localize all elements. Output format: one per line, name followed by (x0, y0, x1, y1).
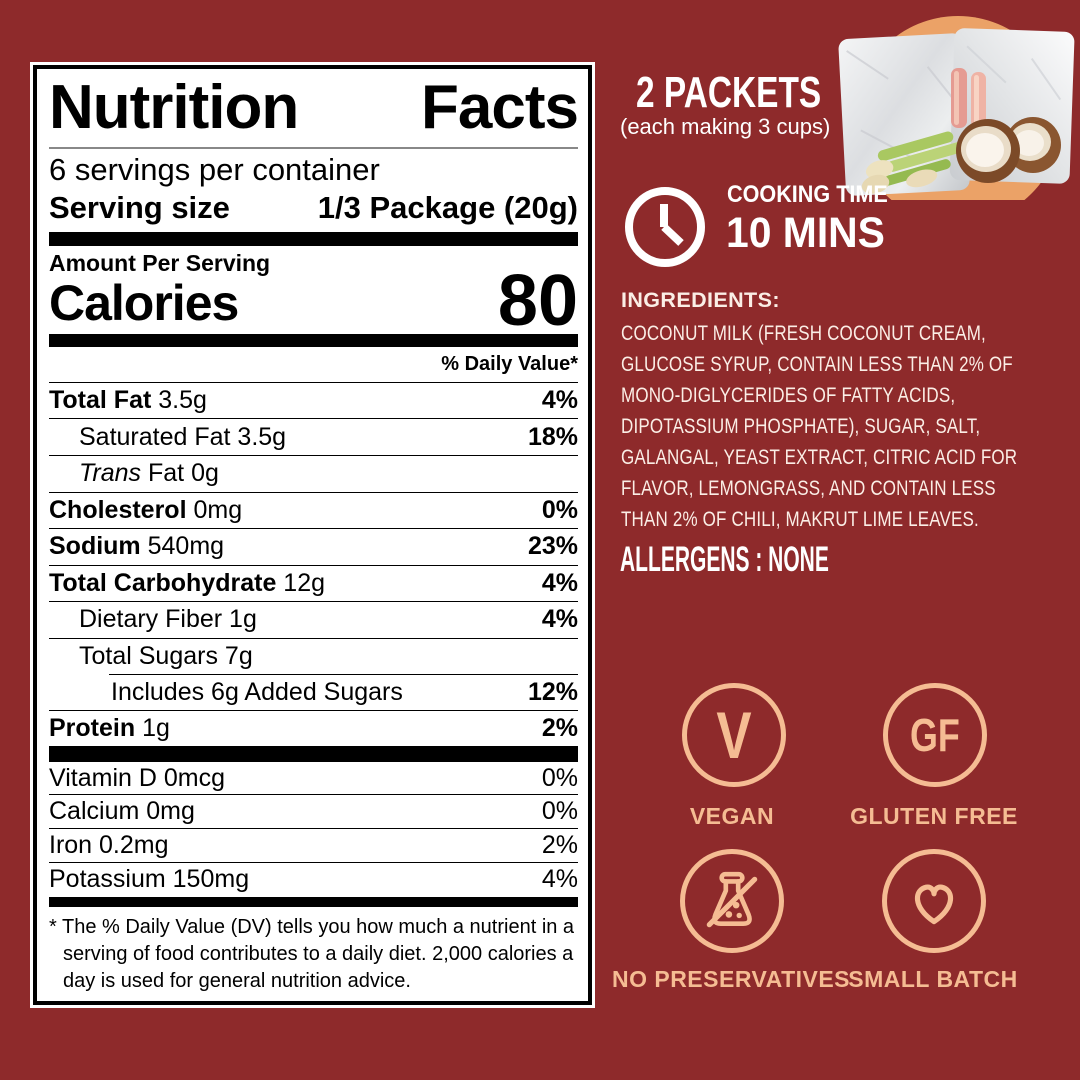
ingredients-body: COCONUT MILK (FRESH COCONUT CREAM, GLUCO… (621, 322, 1018, 531)
serving-size-row: Serving size 1/3 Package (20g) (49, 189, 578, 227)
nutrient-row-total-sugars: Total Sugars 7g (49, 637, 578, 675)
gf-circle-icon: GF (883, 683, 987, 787)
nutrient-row-protein: Protein 1g 2% (49, 709, 578, 747)
servings-per-container: 6 servings per container (49, 152, 380, 187)
serving-size-label: Serving size (49, 190, 230, 225)
badge-label-vegan: VEGAN (689, 803, 775, 829)
vitamin-row-vitamin-d: Vitamin D 0mcg 0% (49, 763, 578, 792)
calories-block: Amount Per Serving Calories 80 (49, 250, 578, 342)
nutrient-row-sodium: Sodium 540mg 23% (49, 528, 578, 565)
vitamin-row-iron: Iron 0.2mg 2% (49, 828, 578, 862)
packets-heading: 2 PACKETS (636, 68, 822, 117)
nutrient-row-total-fat: Total Fat 3.5g 4% (49, 386, 578, 415)
daily-value-footnote: * The % Daily Value (DV) tells you how m… (49, 916, 575, 993)
calories-value: 80 (497, 261, 578, 342)
ingredients-heading: INGREDIENTS: (621, 288, 780, 312)
vitamin-row-calcium: Calcium 0mg 0% (49, 794, 578, 828)
vitamin-row-potassium: Potassium 150mg 4% (49, 861, 578, 896)
flask-crossed-icon (706, 871, 758, 928)
v-circle-icon: V (682, 683, 786, 787)
nutrient-row-cholesterol: Cholesterol 0mg 0% (49, 491, 578, 529)
coconut-halves (956, 117, 1061, 183)
nutrition-facts-label: Nutrition Facts 6 servings per container… (30, 62, 595, 1008)
badge-label-no-preservatives: NO PRESERVATIVES (611, 966, 851, 992)
heart-icon (882, 849, 986, 953)
cooking-time-label: COOKING TIME (727, 181, 888, 208)
badge-label-small-batch: SMALL BATCH (848, 966, 1018, 992)
heart-outline-icon (914, 884, 954, 925)
badge-label-gluten-free: GLUTEN FREE (850, 803, 1018, 829)
no-preservatives-flask-icon (680, 849, 784, 953)
lemongrass-stalks (861, 131, 967, 194)
product-photo (838, 16, 1075, 200)
serving-size-value: 1/3 Package (20g) (317, 190, 578, 225)
allergens-line: ALLERGENS : NONE (620, 540, 829, 579)
cooking-time-value: 10 MINS (726, 209, 885, 257)
title-word-nutrition: Nutrition (49, 73, 299, 142)
nutrient-row-dietary-fiber: Dietary Fiber 1g 4% (49, 601, 578, 638)
thick-divider (49, 232, 578, 247)
thick-divider (49, 746, 578, 762)
medium-divider (49, 897, 578, 908)
thick-divider (49, 334, 578, 347)
amount-per-serving-label: Amount Per Serving (49, 250, 271, 277)
packets-subheading: (each making 3 cups) (620, 114, 831, 139)
nutrition-facts-title: Nutrition Facts (49, 73, 579, 149)
calories-label: Calories (49, 275, 239, 332)
galangal-stalks (951, 68, 986, 128)
nutrient-row-saturated-fat: Saturated Fat 3.5g 18% (49, 418, 578, 455)
nutrient-row-total-carbohydrate: Total Carbohydrate 12g 4% (49, 564, 578, 602)
nutrient-row-trans-fat: Trans Fat 0g (49, 454, 578, 492)
nutrient-row-added-sugars: Includes 6g Added Sugars 12% (49, 674, 578, 710)
title-word-facts: Facts (421, 73, 579, 142)
clock-icon (625, 187, 705, 267)
daily-value-header: % Daily Value* (49, 347, 578, 383)
nutrition-facts-inner: Nutrition Facts 6 servings per container… (33, 65, 592, 1005)
